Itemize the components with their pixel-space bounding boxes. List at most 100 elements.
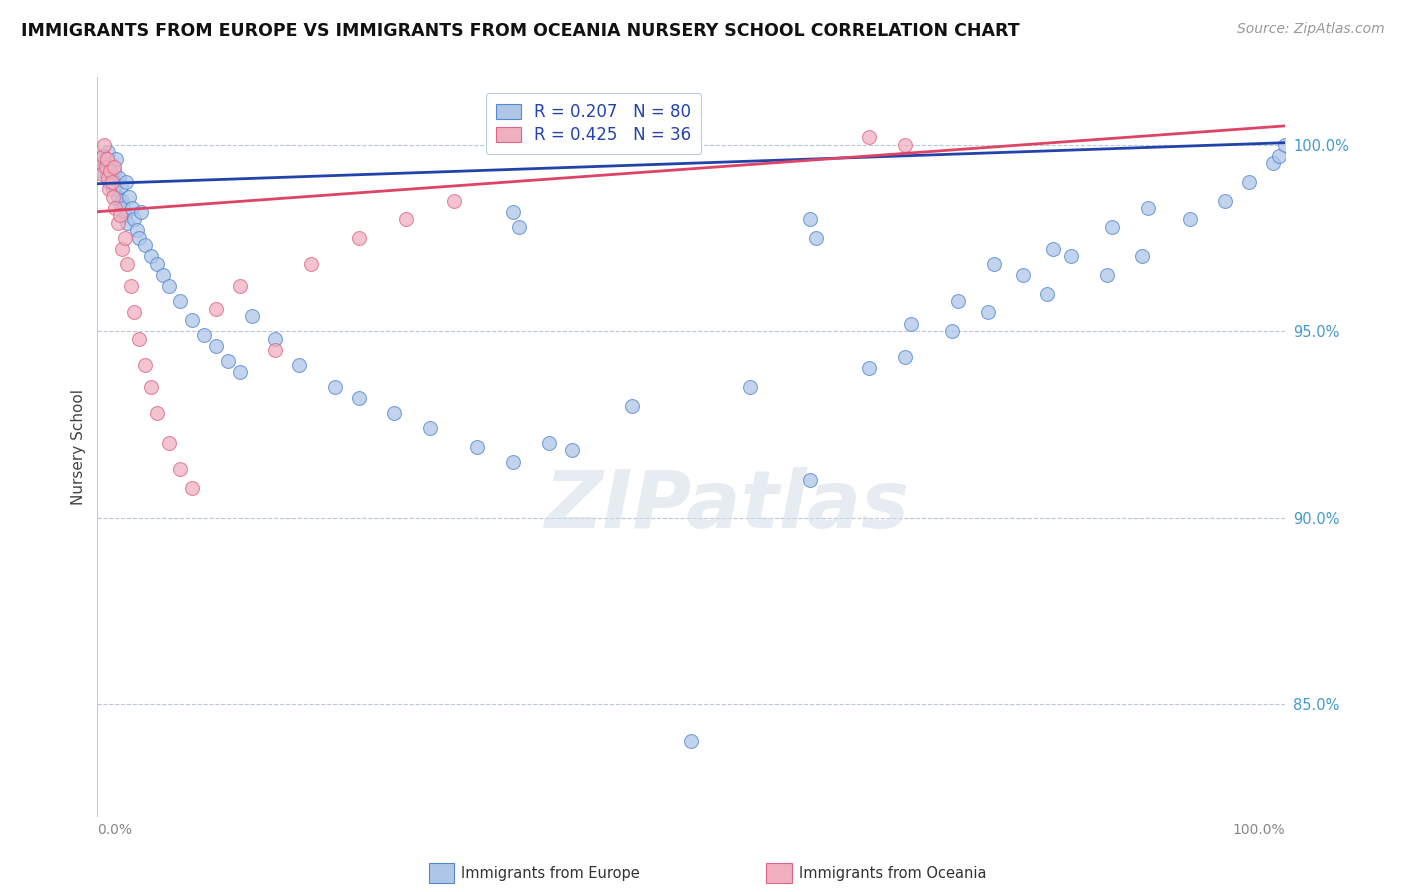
Point	[858, 130, 880, 145]
Point	[419, 421, 441, 435]
Point	[93, 137, 115, 152]
Point	[107, 171, 129, 186]
Point	[112, 201, 135, 215]
Point	[104, 201, 127, 215]
Point	[1178, 212, 1201, 227]
Point	[139, 380, 162, 394]
Point	[152, 268, 174, 282]
Point	[100, 163, 122, 178]
Point	[91, 163, 114, 178]
Point	[98, 182, 121, 196]
Point	[1274, 137, 1296, 152]
Point	[98, 175, 121, 189]
Point	[125, 223, 148, 237]
Point	[107, 216, 129, 230]
Point	[502, 204, 524, 219]
Point	[893, 137, 915, 152]
Point	[145, 406, 167, 420]
Point	[169, 462, 191, 476]
Point	[900, 317, 922, 331]
Point	[100, 171, 122, 186]
Point	[1101, 219, 1123, 234]
Point	[108, 209, 131, 223]
Point	[111, 194, 134, 208]
Point	[443, 194, 465, 208]
Point	[101, 182, 124, 196]
Text: Immigrants from Europe: Immigrants from Europe	[461, 866, 640, 880]
Point	[90, 153, 112, 167]
Point	[96, 168, 118, 182]
Point	[169, 294, 191, 309]
Point	[983, 257, 1005, 271]
Point	[115, 175, 138, 189]
Point	[229, 279, 252, 293]
Point	[128, 332, 150, 346]
Point	[181, 313, 204, 327]
Text: 100.0%: 100.0%	[1232, 823, 1285, 838]
Point	[91, 168, 114, 182]
Point	[100, 156, 122, 170]
Point	[679, 734, 702, 748]
Point	[946, 294, 969, 309]
Point	[94, 160, 117, 174]
Point	[118, 190, 141, 204]
Point	[114, 209, 136, 223]
Point	[858, 361, 880, 376]
Point	[537, 436, 560, 450]
Point	[103, 160, 125, 174]
Point	[100, 175, 122, 189]
Point	[90, 156, 112, 170]
Point	[122, 305, 145, 319]
Point	[977, 305, 1000, 319]
Point	[561, 443, 583, 458]
Point	[97, 145, 120, 159]
Point	[799, 473, 821, 487]
Text: ZIPatlas: ZIPatlas	[544, 467, 910, 545]
Text: Source: ZipAtlas.com: Source: ZipAtlas.com	[1237, 22, 1385, 37]
Point	[382, 406, 405, 420]
Point	[108, 197, 131, 211]
Point	[139, 250, 162, 264]
Point	[240, 309, 263, 323]
Point	[299, 257, 322, 271]
Point	[1095, 268, 1118, 282]
Point	[205, 339, 228, 353]
Point	[97, 171, 120, 186]
Point	[96, 153, 118, 167]
Point	[115, 257, 138, 271]
Text: 0.0%: 0.0%	[97, 823, 132, 838]
Point	[395, 212, 418, 227]
Point	[181, 481, 204, 495]
Point	[120, 279, 142, 293]
Legend: R = 0.207   N = 80, R = 0.425   N = 36: R = 0.207 N = 80, R = 0.425 N = 36	[485, 93, 702, 154]
Point	[941, 324, 963, 338]
Point	[134, 358, 156, 372]
Point	[1060, 250, 1083, 264]
Point	[799, 212, 821, 227]
Point	[103, 163, 125, 178]
Point	[91, 149, 114, 163]
Point	[1237, 175, 1260, 189]
Point	[1012, 268, 1035, 282]
Point	[93, 160, 115, 174]
Point	[323, 380, 346, 394]
Point	[264, 343, 287, 357]
Point	[229, 365, 252, 379]
Point	[217, 354, 239, 368]
Point	[347, 391, 370, 405]
Point	[122, 212, 145, 227]
Point	[508, 219, 530, 234]
Point	[107, 190, 129, 204]
Point	[129, 204, 152, 219]
Point	[288, 358, 311, 372]
Point	[128, 231, 150, 245]
Point	[1130, 250, 1153, 264]
Point	[1137, 201, 1160, 215]
Point	[157, 279, 180, 293]
Point	[1261, 156, 1284, 170]
Point	[193, 327, 215, 342]
Point	[1036, 286, 1059, 301]
Text: Immigrants from Oceania: Immigrants from Oceania	[799, 866, 986, 880]
Point	[502, 454, 524, 468]
Point	[114, 231, 136, 245]
